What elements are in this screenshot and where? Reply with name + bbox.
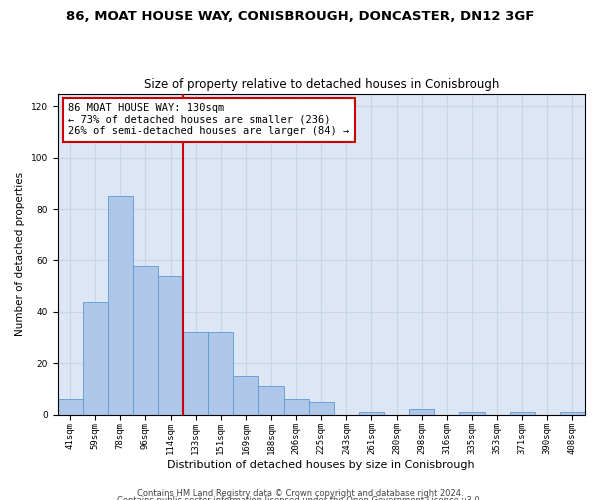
Title: Size of property relative to detached houses in Conisbrough: Size of property relative to detached ho… [143,78,499,91]
Y-axis label: Number of detached properties: Number of detached properties [15,172,25,336]
Text: 86, MOAT HOUSE WAY, CONISBROUGH, DONCASTER, DN12 3GF: 86, MOAT HOUSE WAY, CONISBROUGH, DONCAST… [66,10,534,23]
Bar [460,412,485,414]
Bar [208,332,233,414]
Bar [284,399,309,414]
Bar [359,412,384,414]
Bar [158,276,183,414]
X-axis label: Distribution of detached houses by size in Conisbrough: Distribution of detached houses by size … [167,460,475,470]
Bar [309,402,334,414]
Text: Contains public sector information licensed under the Open Government Licence v3: Contains public sector information licen… [118,496,482,500]
Bar [233,376,259,414]
Bar [133,266,158,414]
Text: Contains HM Land Registry data © Crown copyright and database right 2024.: Contains HM Land Registry data © Crown c… [137,488,463,498]
Text: 86 MOAT HOUSE WAY: 130sqm
← 73% of detached houses are smaller (236)
26% of semi: 86 MOAT HOUSE WAY: 130sqm ← 73% of detac… [68,103,349,136]
Bar [259,386,284,414]
Bar [83,302,108,414]
Bar [560,412,585,414]
Bar [108,196,133,414]
Bar [58,399,83,414]
Bar [183,332,208,414]
Bar [409,410,434,414]
Bar [509,412,535,414]
